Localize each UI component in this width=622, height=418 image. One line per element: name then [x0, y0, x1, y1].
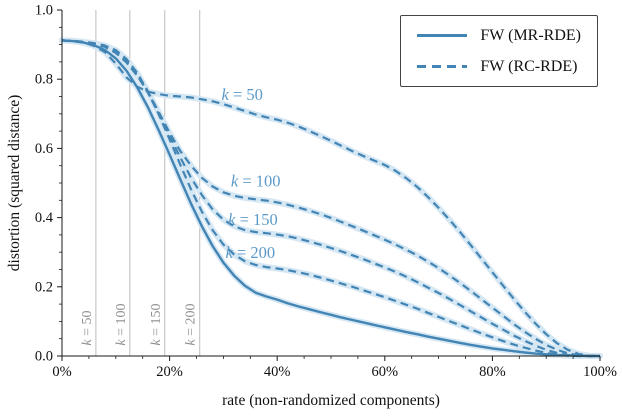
series-lines [61, 39, 601, 358]
legend-entry-rc-rde: FW (RC-RDE) [417, 58, 581, 76]
legend-label-mr-rde: FW (MR-RDE) [480, 27, 581, 44]
x-tick-label: 40% [264, 364, 291, 380]
series-line-fw-rc-rde-k-100 [61, 39, 600, 358]
series-line-fw-mr-rde [61, 39, 600, 358]
vline-label-k-50: k = 50 [80, 310, 95, 345]
y-tick-label: 1.0 [35, 3, 53, 19]
y-tick-label: 0.0 [35, 349, 53, 365]
dashed-line-swatch [417, 64, 468, 68]
y-axis-label: distortion (squared distance) [6, 94, 23, 272]
x-tick-label: 100% [583, 364, 617, 380]
legend-label-rc-rde: FW (RC-RDE) [480, 57, 578, 75]
x-tick-label: 20% [156, 364, 183, 380]
y-tick-label: 0.8 [35, 72, 53, 88]
y-tick-label: 0.2 [35, 279, 53, 295]
x-axis-label: rate (non-randomized components) [222, 392, 440, 409]
series-line-fw-rc-rde-k-150 [61, 39, 600, 358]
curve-label-k-150: k = 150 [228, 210, 278, 229]
solid-line-swatch [417, 34, 468, 38]
x-tick-label: 0% [52, 364, 71, 380]
x-tick-label: 60% [372, 364, 399, 380]
curve-labels: k = 50 k = 100 k = 150 k = 200 [222, 85, 281, 262]
series-line-fw-rc-rde-k-200 [61, 39, 600, 358]
vline-label-k-200: k = 200 [184, 303, 199, 345]
y-tick-label: 0.4 [35, 210, 54, 226]
curve-label-k-200: k = 200 [225, 243, 275, 262]
legend-entry-mr-rde: FW (MR-RDE) [417, 27, 581, 45]
series-line-fw-rc-rde-k-50 [61, 39, 601, 358]
x-tick-label: 80% [479, 364, 506, 380]
curve-label-k-100: k = 100 [231, 171, 281, 190]
series-bands [59, 37, 603, 359]
y-tick-label: 0.6 [35, 141, 53, 157]
curve-label-k-50: k = 50 [222, 85, 263, 104]
vline-label-k-150: k = 150 [149, 303, 164, 345]
vline-label-k-100: k = 100 [114, 303, 129, 345]
reference-vlines: k = 50 k = 100 k = 150 k = 200 [80, 10, 201, 356]
legend: FW (MR-RDE) FW (RC-RDE) [400, 15, 598, 88]
axes: 0% 20% 40% 60% 80% 100% 0.0 0.2 0.4 0.6 0.8 1.0 [35, 3, 617, 381]
